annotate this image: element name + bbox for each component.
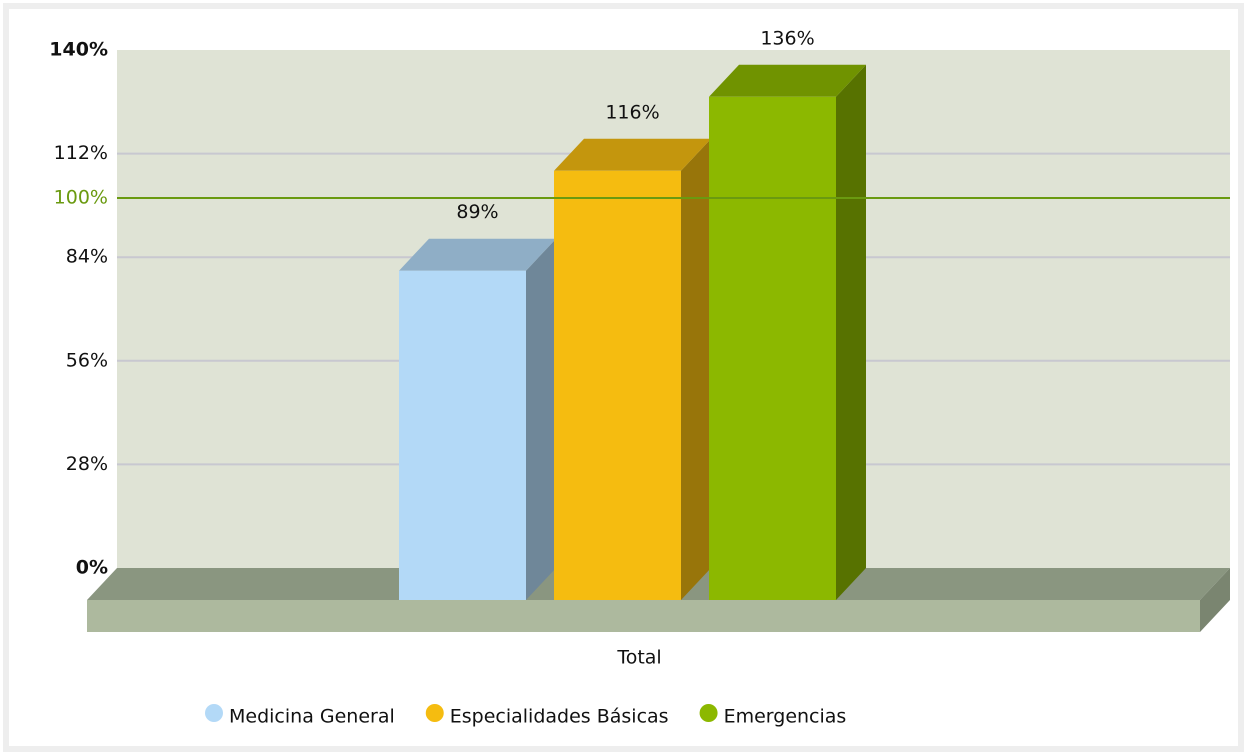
- bar-top: [709, 64, 866, 97]
- legend-marker: [699, 704, 718, 722]
- target-label: 100%: [54, 187, 108, 209]
- legend-label: Emergencias: [724, 706, 847, 728]
- y-tick-label: 56%: [66, 349, 108, 371]
- bar-top: [554, 138, 711, 171]
- floor-side: [1200, 568, 1230, 632]
- legend-marker: [205, 704, 223, 722]
- y-tick-label: 140%: [49, 39, 108, 61]
- bar: [554, 170, 681, 601]
- value-label: 136%: [760, 27, 814, 49]
- legend-label: Medicina General: [229, 706, 395, 728]
- bar-top: [399, 238, 556, 271]
- bar-side: [526, 238, 556, 600]
- bar: [399, 270, 526, 600]
- y-tick-label: 28%: [66, 453, 108, 475]
- floor-front: [87, 600, 1200, 632]
- y-tick-label: 0%: [76, 557, 108, 579]
- value-label: 116%: [605, 101, 659, 123]
- bar-side: [836, 64, 866, 601]
- bar-side: [681, 138, 711, 601]
- legend-label: Especialidades Básicas: [450, 706, 669, 728]
- y-tick-label: 84%: [66, 246, 108, 268]
- bar: [709, 96, 836, 601]
- y-tick-label: 112%: [54, 142, 108, 164]
- legend-marker: [425, 704, 444, 722]
- value-label: 89%: [456, 201, 498, 223]
- x-tick-label: Total: [616, 647, 661, 669]
